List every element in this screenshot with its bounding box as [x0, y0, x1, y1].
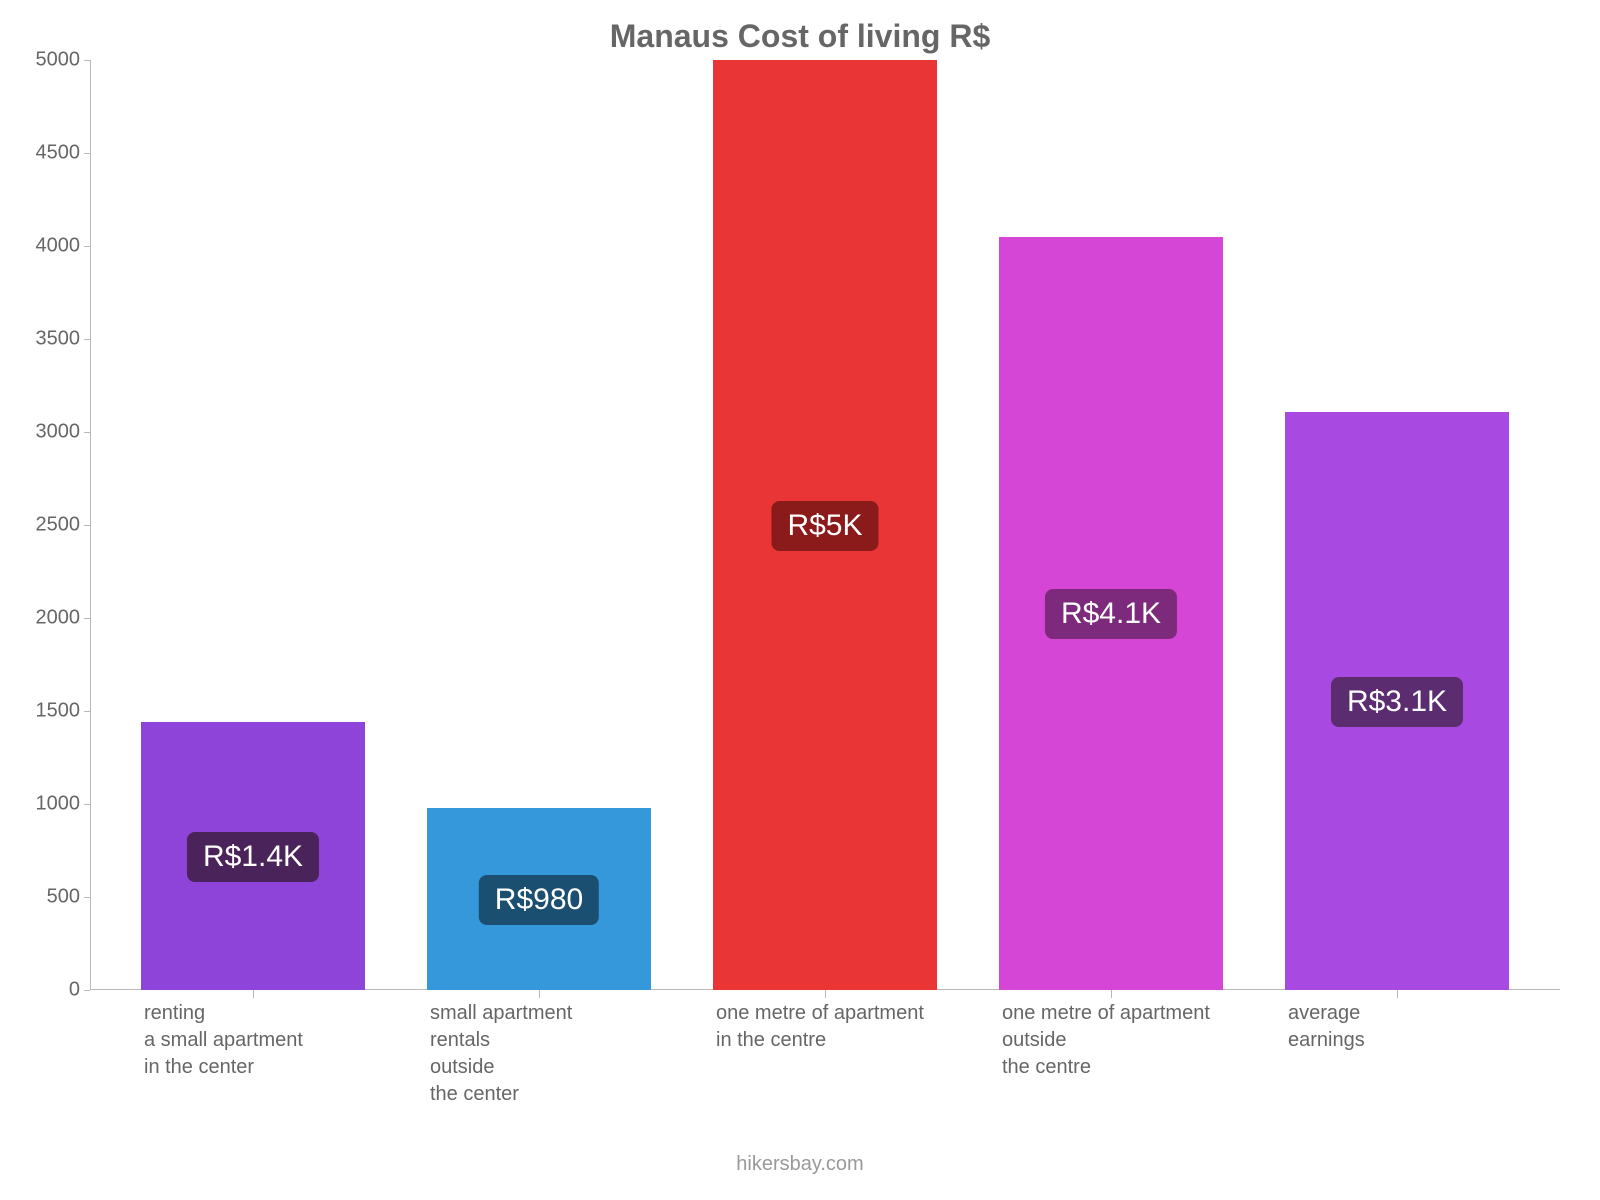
y-tick-mark	[84, 432, 90, 433]
x-tick-mark	[1397, 990, 1398, 998]
bar: R$4.1K	[999, 237, 1222, 990]
bar: R$980	[427, 808, 650, 990]
y-tick-mark	[84, 804, 90, 805]
bar: R$3.1K	[1285, 412, 1508, 990]
plot-area: R$1.4K R$980 R$5K R$4.1K R$3.1K	[90, 60, 1560, 990]
y-tick-label: 4500	[0, 142, 80, 165]
x-tick-mark	[1111, 990, 1112, 998]
bar: R$1.4K	[141, 722, 364, 990]
y-tick-mark	[84, 711, 90, 712]
bar-value-label: R$3.1K	[1331, 677, 1463, 727]
bar-slot: R$3.1K	[1254, 60, 1540, 990]
bar-slot: R$4.1K	[968, 60, 1254, 990]
x-tick-mark	[825, 990, 826, 998]
x-axis-label: renting a small apartment in the center	[110, 1000, 396, 1108]
y-tick-mark	[84, 990, 90, 991]
y-tick-label: 5000	[0, 49, 80, 72]
x-axis-label: small apartment rentals outside the cent…	[396, 1000, 682, 1108]
y-tick-mark	[84, 897, 90, 898]
y-tick-label: 3000	[0, 421, 80, 444]
y-tick-mark	[84, 525, 90, 526]
bar-value-label: R$5K	[771, 501, 878, 551]
y-tick-label: 1000	[0, 793, 80, 816]
y-tick-label: 3500	[0, 328, 80, 351]
bar-slot: R$980	[396, 60, 682, 990]
y-tick-mark	[84, 339, 90, 340]
bar-value-label: R$1.4K	[187, 832, 319, 882]
bar: R$5K	[713, 60, 936, 990]
bar-slot: R$1.4K	[110, 60, 396, 990]
y-tick-label: 2000	[0, 607, 80, 630]
chart-container: Manaus Cost of living R$ R$1.4K R$980 R$5K…	[0, 0, 1600, 1200]
x-tick-mark	[253, 990, 254, 998]
bar-value-label: R$4.1K	[1045, 589, 1177, 639]
chart-title: Manaus Cost of living R$	[0, 18, 1600, 55]
y-tick-label: 2500	[0, 514, 80, 537]
x-axis-label: one metre of apartment in the centre	[682, 1000, 968, 1108]
y-tick-label: 0	[0, 979, 80, 1002]
source-attribution: hikersbay.com	[0, 1153, 1600, 1176]
y-tick-mark	[84, 153, 90, 154]
y-tick-label: 1500	[0, 700, 80, 723]
y-tick-label: 4000	[0, 235, 80, 258]
x-tick-mark	[539, 990, 540, 998]
x-labels: renting a small apartment in the centers…	[90, 1000, 1560, 1108]
x-axis-label: one metre of apartment outside the centr…	[968, 1000, 1254, 1108]
bar-slot: R$5K	[682, 60, 968, 990]
y-tick-label: 500	[0, 886, 80, 909]
y-tick-mark	[84, 60, 90, 61]
bars-group: R$1.4K R$980 R$5K R$4.1K R$3.1K	[90, 60, 1560, 990]
bar-value-label: R$980	[479, 875, 599, 925]
y-tick-mark	[84, 246, 90, 247]
x-axis-label: average earnings	[1254, 1000, 1540, 1108]
y-tick-mark	[84, 618, 90, 619]
